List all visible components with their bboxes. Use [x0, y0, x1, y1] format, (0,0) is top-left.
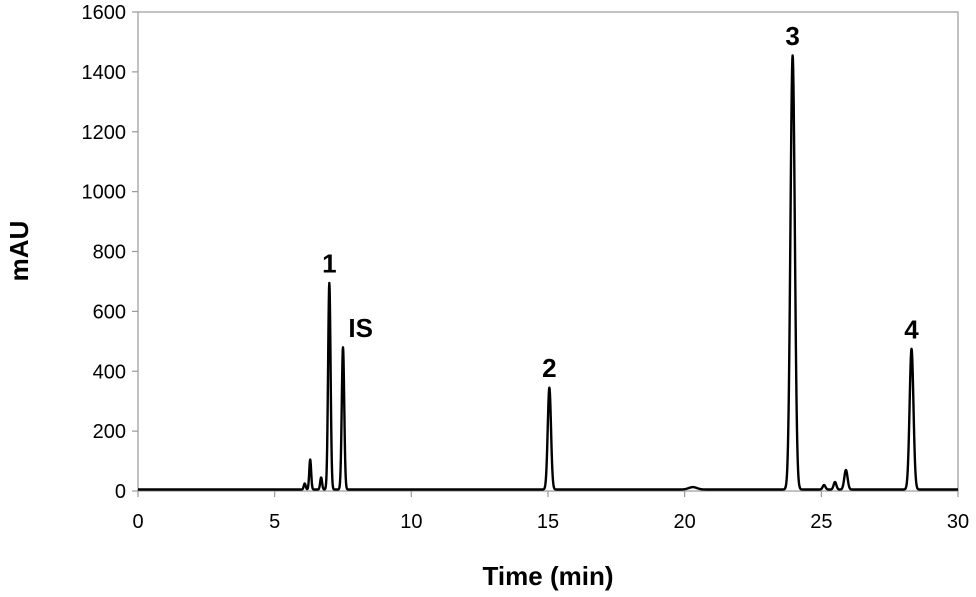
peak-label: 1: [322, 248, 336, 278]
peak-label: 2: [542, 353, 556, 383]
x-tick-label: 10: [400, 511, 422, 533]
x-axis-title: Time (min): [483, 561, 614, 591]
chromatogram-trace: [137, 54, 959, 491]
x-tick-label: 0: [132, 511, 143, 533]
y-tick-label: 200: [93, 421, 126, 443]
y-tick-label: 600: [93, 301, 126, 323]
y-tick-label: 1000: [82, 182, 127, 204]
peak-label: IS: [348, 313, 373, 343]
y-tick-label: 1200: [82, 122, 127, 144]
y-tick-label: 0: [115, 481, 126, 503]
y-axis-title: mAU: [4, 221, 34, 282]
x-tick-label: 30: [947, 511, 969, 533]
peak-annotations: 1 IS 2 3 4: [322, 21, 919, 383]
y-tick-label: 400: [93, 361, 126, 383]
x-tick-label: 5: [269, 511, 280, 533]
x-tick-label: 25: [810, 511, 832, 533]
x-tick-label: 20: [674, 511, 696, 533]
x-axis: 0 5 10 15 20 25 30: [132, 491, 969, 533]
y-tick-label: 800: [93, 242, 126, 264]
x-tick-label: 15: [537, 511, 559, 533]
y-tick-label: 1600: [82, 2, 127, 24]
y-axis: 0 200 400 600 800 1000 1200 1400 1600: [82, 2, 138, 503]
y-tick-label: 1400: [82, 62, 127, 84]
peak-label: 3: [785, 21, 799, 51]
peak-label: 4: [904, 314, 919, 344]
